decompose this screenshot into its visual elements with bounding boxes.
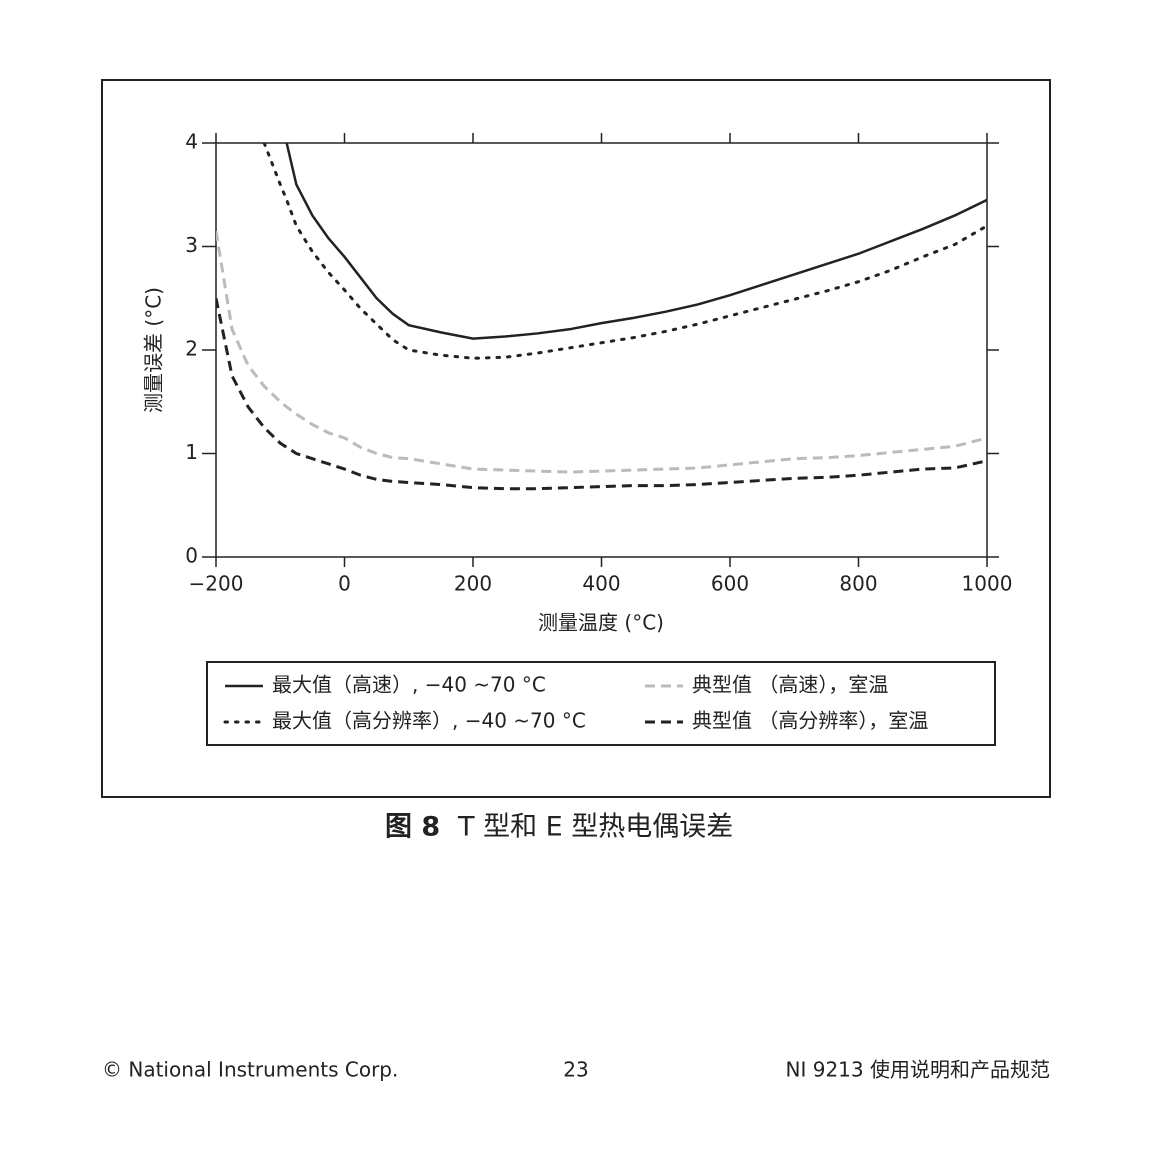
legend-label: 典型值 （高分辨率），室温 [692,709,928,733]
y-tick-label: 3 [185,233,198,257]
x-tick-label: 0 [338,572,351,596]
x-tick-label: 600 [711,572,749,596]
x-tick-label: 1000 [962,572,1013,596]
x-axis-label: 测量温度 (°C) [538,611,664,635]
series-group [216,143,987,491]
y-tick-label: 1 [185,440,198,464]
y-tick-label: 2 [185,337,198,361]
data-line [216,230,987,474]
plot: −200 0 200 400 600 800 1000 0 1 2 3 4 最大值（高速）, −40 ~… [185,130,1012,733]
x-tick-label: 400 [582,572,620,596]
data-line [262,143,987,360]
legend-box [206,661,996,746]
data-line [285,143,987,340]
page-number: 23 [563,1058,588,1082]
caption-label: 图 8 [385,812,440,843]
y-tick-label: 4 [185,130,198,154]
y-tick-label: 0 [185,544,198,568]
data-line [216,297,987,491]
y-axis-label: 测量误差 (°C) [142,287,166,413]
caption-text: T 型和 E 型热电偶误差 [457,812,733,843]
figure-frame [101,79,1051,798]
legend-label: 典型值 （高速），室温 [692,673,888,697]
x-tick-label: −200 [189,572,244,596]
x-tick-label: 800 [839,572,877,596]
x-tick-label: 200 [454,572,492,596]
footer-left: © National Instruments Corp. [102,1058,398,1082]
legend-label: 最大值（高速）, −40 ~70 °C [272,673,546,697]
legend-label: 最大值（高分辨率）, −40 ~70 °C [272,709,586,733]
footer-right: NI 9213 使用说明和产品规范 [786,1058,1050,1082]
